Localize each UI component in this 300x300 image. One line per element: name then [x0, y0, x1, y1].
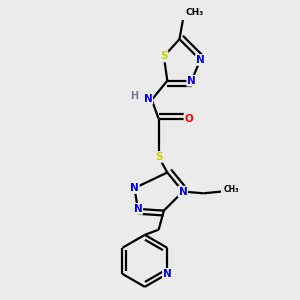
Text: CH₃: CH₃: [186, 8, 204, 17]
Text: H: H: [130, 91, 138, 101]
Text: S: S: [155, 152, 162, 162]
Text: N: N: [187, 76, 196, 86]
Text: N: N: [196, 55, 205, 65]
Text: O: O: [184, 114, 193, 124]
Text: N: N: [144, 94, 153, 104]
Text: N: N: [163, 269, 172, 279]
Text: S: S: [160, 52, 168, 61]
Text: CH₃: CH₃: [224, 185, 239, 194]
Text: N: N: [178, 187, 187, 196]
Text: N: N: [130, 183, 139, 193]
Text: N: N: [134, 204, 142, 214]
